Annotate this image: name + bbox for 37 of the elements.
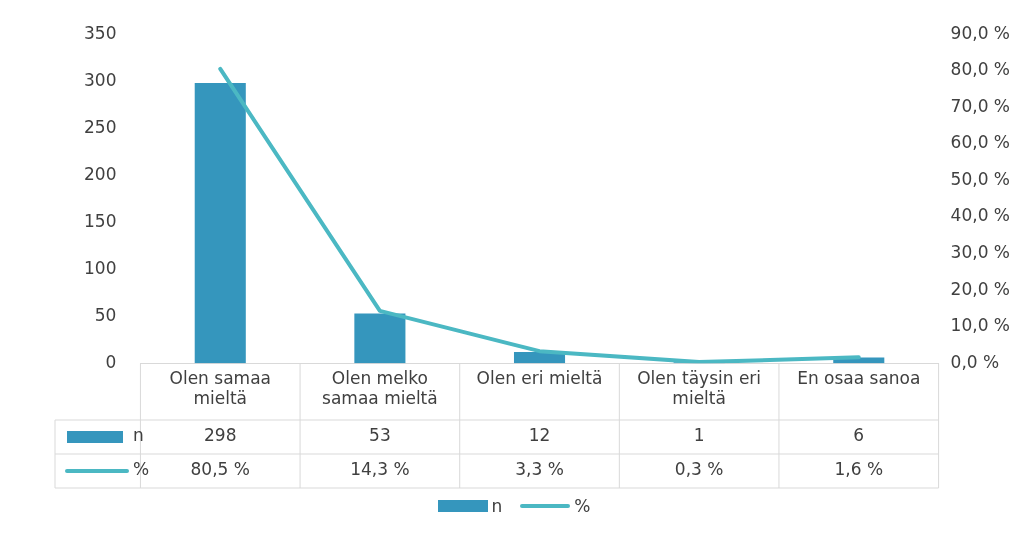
y2-tick-label: 30,0 %: [950, 241, 1011, 262]
y-tick-label: 200: [83, 163, 117, 184]
legend-label: %: [133, 459, 150, 480]
data-label: 12: [528, 425, 551, 446]
y2-tick-label: 0,0 %: [950, 351, 1000, 372]
text: n: [491, 496, 503, 516]
data-label: 53: [369, 425, 391, 446]
y-tick-label: 300: [83, 69, 117, 90]
x-tick-label: Olen melko samaa mieltä: [322, 367, 438, 409]
y2-tick-label: 10,0 %: [950, 315, 1011, 336]
y-tick-label: 150: [83, 210, 117, 231]
y2-tick-label: 40,0 %: [950, 205, 1011, 226]
data-label: 1: [693, 425, 705, 446]
x-tick-label: En osaa sanoa: [797, 367, 921, 388]
data-label: 14,3 %: [350, 459, 410, 480]
y2-tick-label: 60,0 %: [950, 132, 1011, 153]
y-tick-label: 250: [83, 116, 117, 137]
y2-tick-label: 50,0 %: [950, 168, 1011, 189]
y-tick-label: 50: [94, 304, 117, 325]
y2-tick-label: 20,0 %: [950, 278, 1011, 299]
data-label: 80,5 %: [190, 459, 250, 480]
y2-tick-label: 70,0 %: [950, 95, 1011, 116]
data-label: 298: [204, 425, 237, 446]
y2-tick-label: 90,0 %: [950, 22, 1011, 43]
y-tick-label: 0: [105, 351, 117, 372]
data-label: 0,3 %: [674, 459, 724, 480]
y-tick-label: 100: [83, 257, 117, 278]
legend-label: n: [133, 425, 144, 446]
data-label: 3,3 %: [515, 459, 564, 480]
x-tick-label: Olen eri mieltä: [476, 367, 603, 388]
y-tick-label: 350: [83, 22, 117, 43]
data-label: 1,6 %: [834, 459, 884, 480]
data-label: 6: [853, 425, 865, 446]
x-tick-label: Olen samaa mieltä: [169, 367, 271, 409]
y2-tick-label: 80,0 %: [950, 59, 1011, 80]
x-tick-label: Olen täysin eri mieltä: [637, 367, 762, 409]
text: %: [574, 496, 591, 516]
